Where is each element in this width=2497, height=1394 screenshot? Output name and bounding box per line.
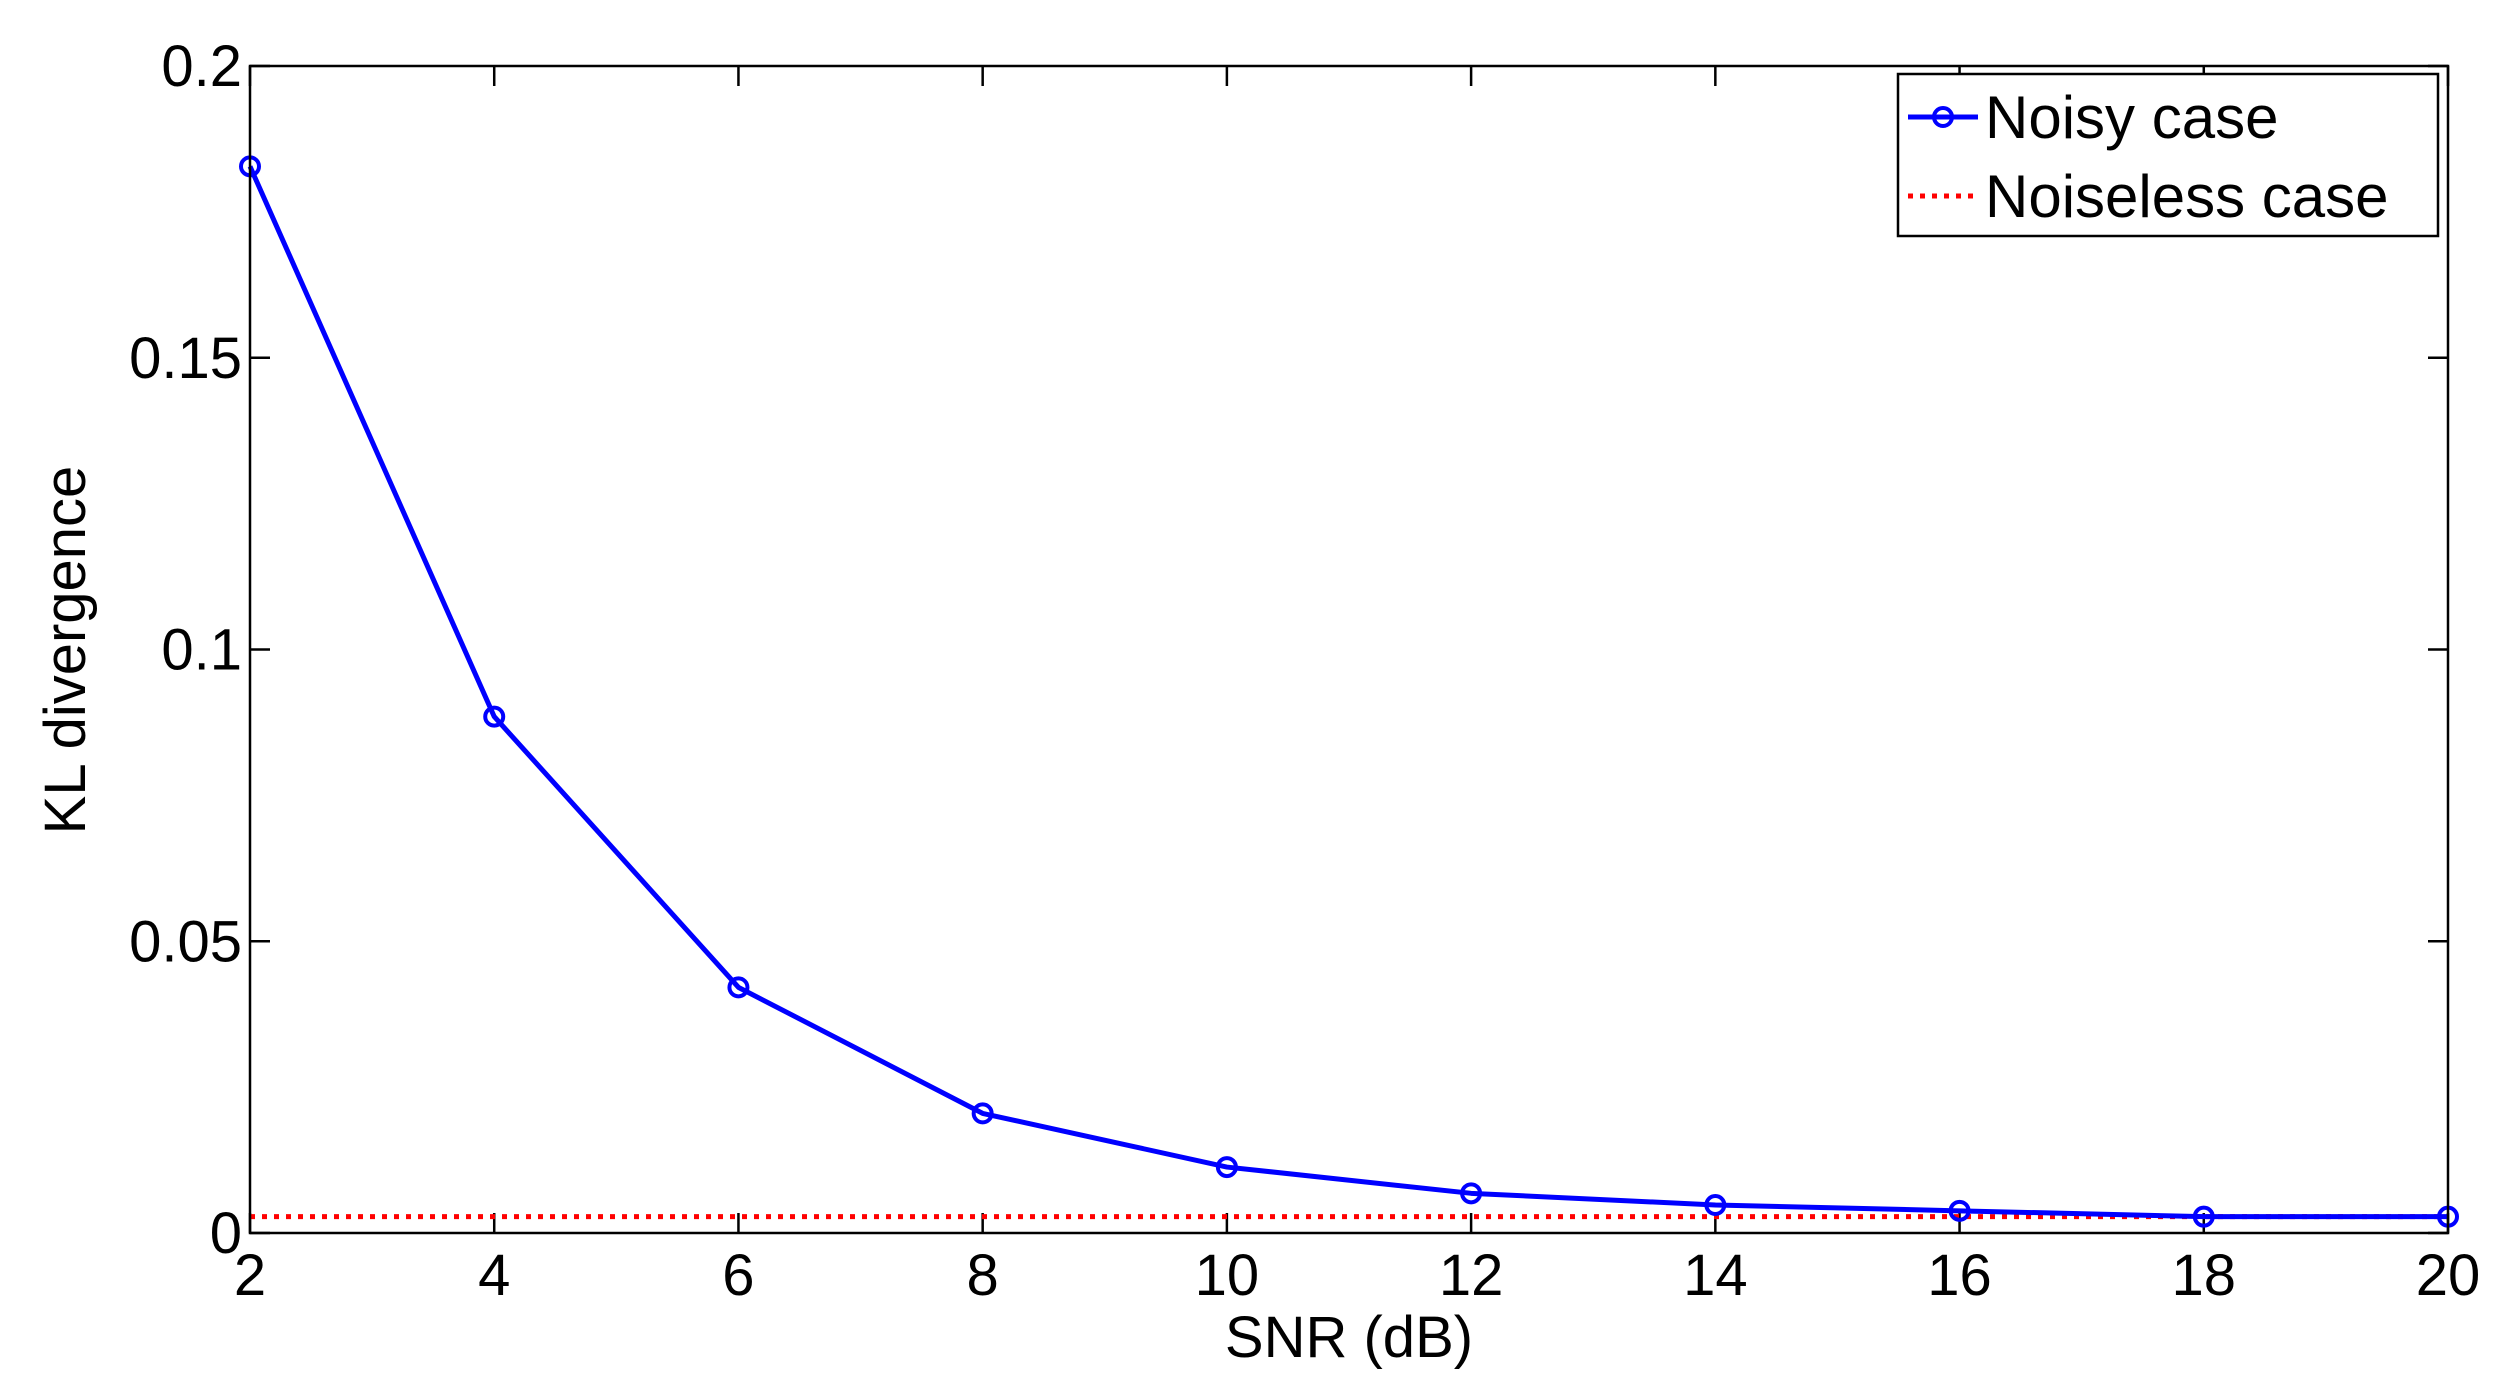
x-tick-label: 6: [722, 1243, 754, 1308]
x-tick-label: 10: [1195, 1243, 1260, 1308]
legend-label-noiseless: Noiseless case: [1985, 163, 2389, 230]
legend: Noisy case Noiseless case: [1896, 72, 2440, 238]
data-point-noisy-case: [727, 976, 750, 999]
legend-label-noisy: Noisy case: [1985, 84, 2278, 151]
tick-labels: 2 4 6 8 10 12 14 16 18 20 0 0.05 0.1 0.15 0.2: [129, 34, 2480, 1308]
x-tick-label: 14: [1683, 1243, 1748, 1308]
legend-swatch-noisy-marker: [1932, 106, 1954, 128]
y-tick-label: 0.05: [129, 909, 242, 974]
y-tick-label: 0.15: [129, 326, 242, 391]
y-axis-title: KL divergence: [33, 466, 98, 835]
x-tick-label: 18: [2172, 1243, 2237, 1308]
plot-frame: [248, 64, 2450, 1235]
data-point-noisy-case: [483, 705, 506, 728]
y-tick-label: 0.1: [161, 618, 242, 683]
data-point-noisy-case: [971, 1102, 994, 1125]
x-tick-label: 20: [2416, 1243, 2481, 1308]
x-axis-title: SNR (dB): [1225, 1305, 1473, 1370]
legend-box: [1896, 72, 2440, 238]
x-tick-label: 8: [967, 1243, 999, 1308]
data-point-noisy-case: [1460, 1182, 1483, 1205]
series-layer: [239, 155, 2459, 1228]
x-tick-label: 12: [1439, 1243, 1504, 1308]
data-point-noisy-case: [2192, 1205, 2215, 1228]
x-tick-label: 2: [234, 1243, 266, 1308]
y-tick-label: 0.2: [161, 34, 242, 99]
x-tick-label: 4: [478, 1243, 510, 1308]
data-point-noisy-case: [1215, 1156, 1238, 1179]
y-tick-label: 0: [210, 1201, 242, 1266]
data-point-noisy-case: [1704, 1193, 1727, 1216]
x-tick-label: 16: [1927, 1243, 1992, 1308]
plot-background: [250, 66, 2448, 1233]
series-line-noisy-case: [247, 165, 2448, 1220]
data-point-noisy-case: [1948, 1199, 1971, 1222]
